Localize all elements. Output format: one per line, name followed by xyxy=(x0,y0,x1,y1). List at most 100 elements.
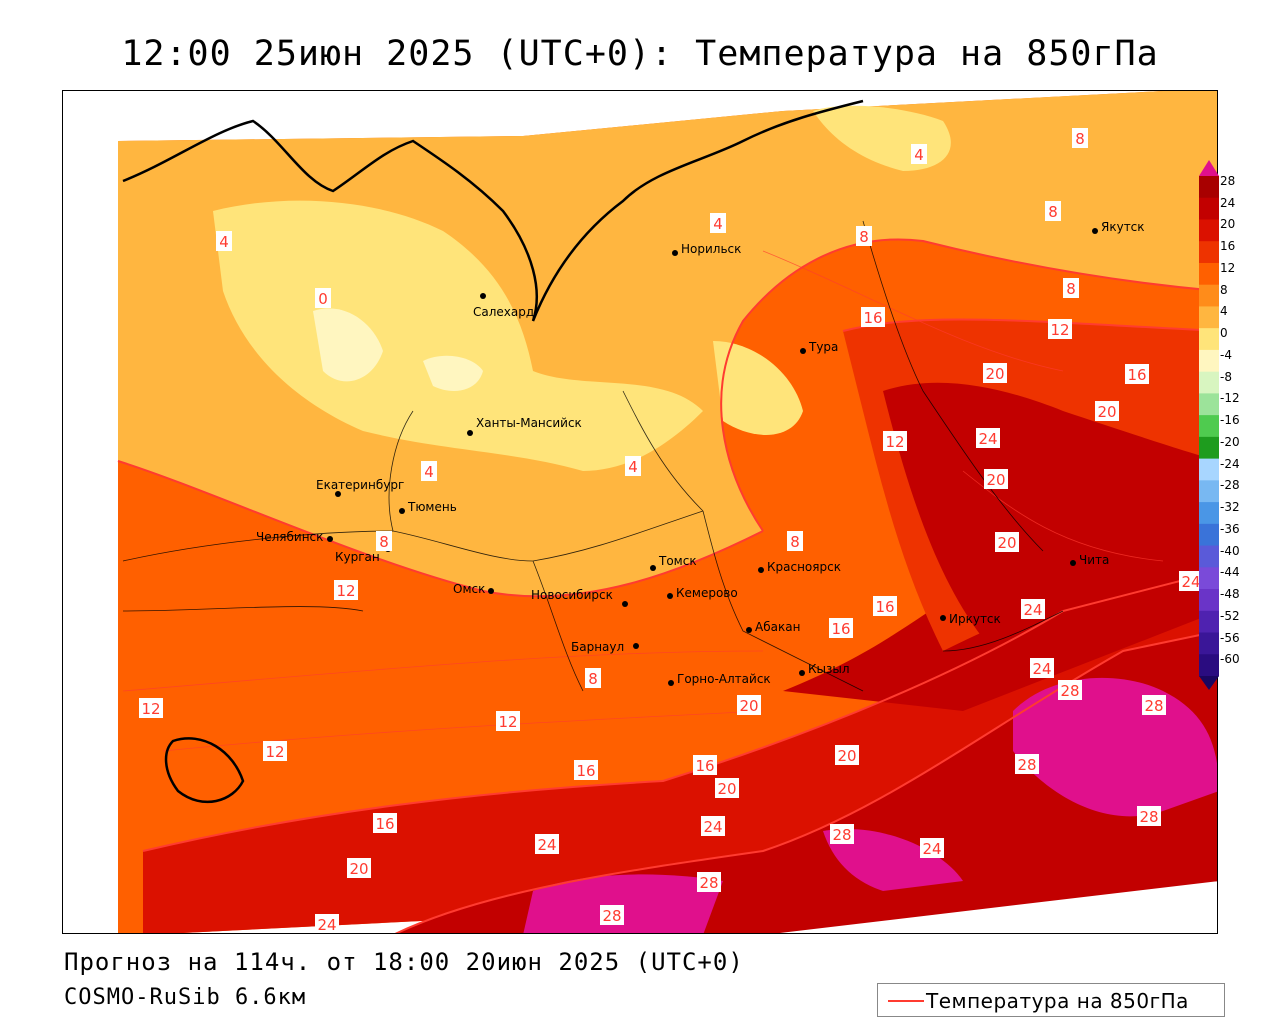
svg-text:12: 12 xyxy=(265,743,284,761)
contour-label: 24 xyxy=(920,838,944,858)
city-krasnoyarsk: Красноярск xyxy=(758,560,841,574)
svg-text:20: 20 xyxy=(1097,403,1116,421)
svg-text:12: 12 xyxy=(1050,321,1069,339)
svg-text:28: 28 xyxy=(602,907,621,925)
city-tura: Тура xyxy=(800,340,838,354)
svg-text:24: 24 xyxy=(537,836,556,854)
contour-label: 4 xyxy=(421,461,437,481)
contour-label: 20 xyxy=(347,858,371,878)
colorbar-segment xyxy=(1199,241,1219,264)
svg-text:8: 8 xyxy=(588,670,598,688)
city-label: Кызыл xyxy=(808,662,850,676)
contour-label: 28 xyxy=(1142,695,1166,715)
contour-label: 12 xyxy=(334,580,358,600)
city-label: Тура xyxy=(808,340,838,354)
city-kyzyl: Кызыл xyxy=(799,662,850,676)
city-yakutsk: Якутск xyxy=(1092,220,1145,234)
contour-label: 28 xyxy=(697,872,721,892)
legend-label: Температура на 850гПа xyxy=(926,989,1189,1013)
city-chita: Чита xyxy=(1070,553,1109,567)
svg-text:12: 12 xyxy=(498,713,517,731)
city-label: Омск xyxy=(453,582,485,596)
colorbar-segment xyxy=(1199,284,1219,307)
city-label: Кемерово xyxy=(676,586,738,600)
colorbar-tick-label: -48 xyxy=(1220,587,1240,602)
svg-text:20: 20 xyxy=(717,780,736,798)
svg-text:24: 24 xyxy=(703,818,722,836)
temperature-map: Норильск Якутск Салехард Тура Ханты-Манс… xyxy=(117,91,1217,933)
city-label: Красноярск xyxy=(767,560,841,574)
contour-label: 0 xyxy=(315,288,331,308)
svg-text:20: 20 xyxy=(986,471,1005,489)
contour-label: 28 xyxy=(830,824,854,844)
map-legend: Температура на 850гПа xyxy=(877,983,1225,1017)
colorbar-tick-label: -56 xyxy=(1220,630,1240,645)
svg-text:4: 4 xyxy=(424,463,434,481)
svg-text:16: 16 xyxy=(576,762,595,780)
city-omsk: Омск xyxy=(453,582,494,596)
colorbar-tick-label: 4 xyxy=(1220,304,1228,319)
svg-text:20: 20 xyxy=(739,697,758,715)
svg-text:8: 8 xyxy=(1075,130,1085,148)
contour-label: 12 xyxy=(883,431,907,451)
contour-label: 4 xyxy=(216,231,232,251)
svg-text:16: 16 xyxy=(695,757,714,775)
colorbar-tick-label: -20 xyxy=(1220,434,1240,449)
colorbar-segment xyxy=(1199,458,1219,481)
contour-label: 8 xyxy=(1063,278,1079,298)
contour-label: 8 xyxy=(787,531,803,551)
contour-label: 24 xyxy=(1021,599,1045,619)
contour-label: 16 xyxy=(1125,364,1149,384)
svg-text:12: 12 xyxy=(885,433,904,451)
contour-label: 16 xyxy=(373,813,397,833)
colorbar-segment xyxy=(1199,654,1219,677)
colorbar-tick-label: 28 xyxy=(1220,174,1236,188)
svg-text:28: 28 xyxy=(1060,682,1079,700)
city-label: Якутск xyxy=(1101,220,1145,234)
contour-label: 24 xyxy=(1030,658,1054,678)
colorbar-segment xyxy=(1199,349,1219,373)
city-irkutsk: Иркутск xyxy=(940,612,1001,626)
contour-label: 20 xyxy=(983,363,1007,383)
svg-text:20: 20 xyxy=(985,365,1004,383)
contour-label: 16 xyxy=(861,307,885,327)
city-label: Барнаул xyxy=(571,640,624,654)
colorbar-segment xyxy=(1199,415,1219,438)
colorbar-tick-label: 20 xyxy=(1220,217,1236,232)
contour-label: 12 xyxy=(496,711,520,731)
svg-text:24: 24 xyxy=(1032,660,1051,678)
colorbar-tick-label: -28 xyxy=(1220,478,1240,493)
colorbar-tick-label: -44 xyxy=(1220,565,1240,580)
city-chelyabinsk: Челябинск xyxy=(256,530,333,544)
colorbar-segment xyxy=(1199,197,1219,220)
map-panel[interactable]: Норильск Якутск Салехард Тура Ханты-Манс… xyxy=(62,90,1218,934)
city-abakan: Абакан xyxy=(746,620,800,634)
contour-label: 20 xyxy=(995,532,1019,552)
city-ekaterinburg: Екатеринбург xyxy=(316,478,404,497)
colorbar-segment xyxy=(1199,632,1219,655)
contour-label: 4 xyxy=(625,456,641,476)
colorbar-tick-label: 16 xyxy=(1220,239,1236,254)
contour-label: 8 xyxy=(376,531,392,551)
colorbar-segment xyxy=(1199,219,1219,242)
colorbar-segment xyxy=(1199,262,1219,286)
city-barnaul: Барнаул xyxy=(571,640,639,654)
colorbar-segment xyxy=(1199,567,1219,590)
colorbar-tick-label: -12 xyxy=(1220,391,1240,406)
contour-label: 8 xyxy=(1072,128,1088,148)
svg-text:12: 12 xyxy=(336,582,355,600)
colorbar-tick-label: 0 xyxy=(1220,326,1228,341)
colorbar-segment xyxy=(1199,480,1219,503)
colorbar-min-arrow xyxy=(1199,676,1219,690)
contour-label: 8 xyxy=(585,668,601,688)
contour-label: 12 xyxy=(139,698,163,718)
svg-text:16: 16 xyxy=(1127,366,1146,384)
contour-label: 28 xyxy=(1015,754,1039,774)
colorbar-segment xyxy=(1199,371,1219,394)
svg-text:16: 16 xyxy=(875,598,894,616)
contour-label: 24 xyxy=(1179,571,1203,591)
svg-text:28: 28 xyxy=(832,826,851,844)
contour-label: 20 xyxy=(715,778,739,798)
colorbar-tick-label: -8 xyxy=(1220,369,1232,384)
svg-text:28: 28 xyxy=(1139,808,1158,826)
